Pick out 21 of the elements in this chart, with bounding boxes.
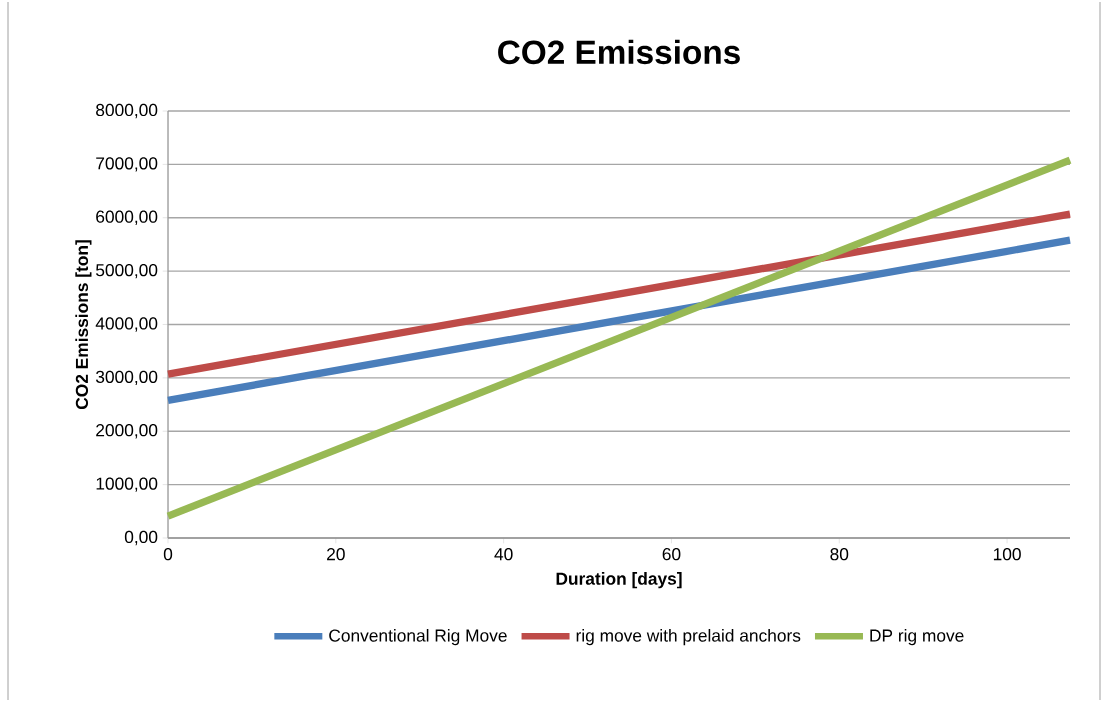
y-tick-label: 3000,00 [95, 370, 158, 386]
x-tick-label: 40 [494, 548, 513, 561]
y-tick-label: 2000,00 [96, 424, 158, 439]
legend-label: DP rig move [870, 628, 964, 646]
x-axis-title: Duration [days] [556, 572, 682, 589]
y-tick-label: 4000,00 [95, 317, 158, 332]
x-tick-label: 20 [327, 548, 345, 561]
y-tick-label: 6000,00 [96, 210, 158, 225]
legend-label: Conventional Rig Move [329, 628, 507, 646]
x-tick-label: 0 [163, 548, 173, 561]
y-tick-label: 8000,00 [96, 103, 158, 119]
y-axis-title: CO2 Emissions [ton] [75, 240, 92, 410]
x-tick-label: 60 [662, 548, 681, 561]
y-tick-label: 0,00 [124, 530, 158, 546]
x-tick-label: 80 [830, 548, 849, 561]
y-tick-label: 1000,00 [96, 477, 158, 492]
legend-label: rig move with prelaid anchors [576, 628, 801, 646]
x-tick-label: 100 [993, 548, 1021, 561]
y-tick-label: 7000,00 [96, 157, 158, 172]
chart-title: CO2 Emissions [498, 39, 740, 65]
y-tick-label: 5000,00 [96, 263, 158, 279]
